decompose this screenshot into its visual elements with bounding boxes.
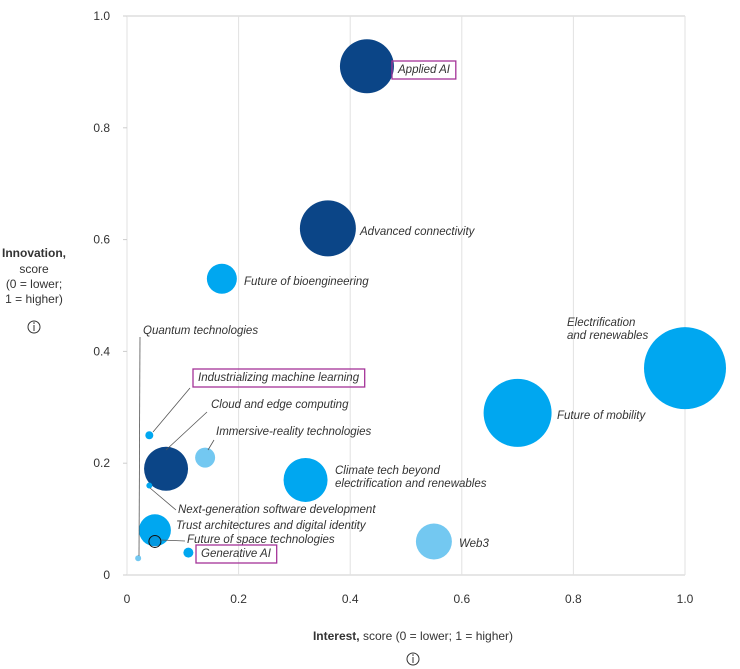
bubble xyxy=(415,523,452,560)
x-tick-label: 1.0 xyxy=(677,592,694,606)
bubble xyxy=(644,327,726,410)
highlight-box xyxy=(195,544,278,564)
point-label: Generative AI xyxy=(201,548,272,560)
point-label: Advanced connectivity xyxy=(359,226,476,238)
point-label: Future of bioengineering xyxy=(244,276,369,288)
point-label: Climate tech beyond xyxy=(335,465,440,477)
bubble xyxy=(283,457,328,502)
x-tick-label: 0.6 xyxy=(453,592,470,606)
highlight-box xyxy=(391,60,457,80)
leader-line xyxy=(152,387,191,433)
x-tick-label: 0.8 xyxy=(565,592,582,606)
point-label: Cloud and edge computing xyxy=(211,399,349,411)
x-tick-label: 0 xyxy=(124,592,131,606)
leader-line xyxy=(207,439,215,451)
bubble xyxy=(144,446,189,491)
bubble xyxy=(135,555,142,562)
y-tick-label: 0 xyxy=(103,568,110,582)
point-label: Industrializing machine learning xyxy=(198,372,360,384)
point-label: Future of space technologies xyxy=(187,534,335,546)
y-tick-label: 0.4 xyxy=(93,344,110,358)
y-tick-label: 0.2 xyxy=(93,456,110,470)
x-info-icon xyxy=(406,652,420,666)
y-axis-title: Innovation, xyxy=(2,246,66,260)
point-label: and renewables xyxy=(567,330,648,342)
point-label: Trust architectures and digital identity xyxy=(176,520,367,532)
y-axis-title: score xyxy=(19,262,49,276)
bubble xyxy=(148,534,162,548)
x-axis-title: Interest, score (0 = lower; 1 = higher) xyxy=(313,629,513,643)
bubble xyxy=(483,378,552,447)
point-label: electrification and renewables xyxy=(335,478,487,490)
point-label: Applied AI xyxy=(397,64,451,76)
leader-line xyxy=(149,487,177,511)
point-label: Immersive-reality technologies xyxy=(216,426,372,438)
x-tick-label: 0.2 xyxy=(230,592,247,606)
bubble xyxy=(299,200,356,257)
x-axis-title-bold: Interest, xyxy=(313,629,360,643)
leader-line xyxy=(165,411,208,451)
x-axis-title-rest: score (0 = lower; 1 = higher) xyxy=(360,629,513,643)
y-tick-label: 0.8 xyxy=(93,121,110,135)
point-label: Next-generation software development xyxy=(178,504,376,516)
point-label: Quantum technologies xyxy=(143,325,258,337)
y-tick-label: 0.6 xyxy=(93,233,110,247)
y-tick-label: 1.0 xyxy=(93,9,110,23)
bubble xyxy=(138,514,171,547)
leader-line xyxy=(160,539,186,542)
x-tick-label: 0.4 xyxy=(342,592,359,606)
bubble xyxy=(339,39,394,94)
leader-line xyxy=(138,336,141,557)
bubble xyxy=(183,547,194,558)
point-label: Web3 xyxy=(459,538,489,550)
y-axis-title: (0 = lower; xyxy=(6,277,62,291)
point-label: Electrification xyxy=(567,317,635,329)
highlight-box xyxy=(192,368,366,388)
y-axis-title: 1 = higher) xyxy=(5,292,63,306)
bubble xyxy=(145,431,154,440)
y-info-icon xyxy=(27,320,41,334)
point-label: Future of mobility xyxy=(557,410,646,422)
bubble xyxy=(146,482,153,489)
bubble xyxy=(206,263,237,294)
bubble xyxy=(195,447,216,468)
